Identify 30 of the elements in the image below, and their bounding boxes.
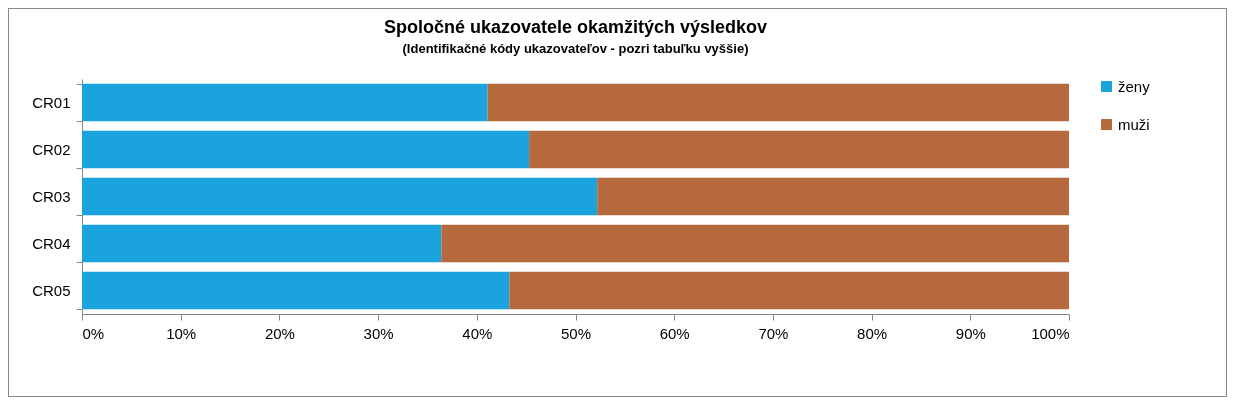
bar bbox=[82, 83, 488, 122]
bar bbox=[82, 130, 530, 169]
x-tick-label: 0% bbox=[82, 324, 105, 342]
y-tick-label: CR01 bbox=[32, 94, 71, 111]
bar bbox=[487, 83, 1069, 122]
x-tick-label: 20% bbox=[264, 324, 295, 342]
bar bbox=[82, 177, 598, 216]
legend-label: ženy bbox=[1118, 77, 1151, 95]
x-tick-label: 50% bbox=[560, 324, 592, 342]
x-tick-label: 70% bbox=[758, 324, 789, 342]
bar bbox=[509, 271, 1069, 310]
bar bbox=[529, 130, 1069, 169]
chart-subtitle: (Identifikačné kódy ukazovateľov - pozri tabuľku vyššie) bbox=[402, 41, 749, 56]
x-tick-label: 80% bbox=[857, 324, 888, 342]
x-tick-label: 40% bbox=[462, 324, 493, 342]
chart-title: Spoločné ukazovatele okamžitých výsledkov bbox=[383, 17, 768, 37]
y-tick-label: CR02 bbox=[32, 141, 71, 158]
legend-label: muži bbox=[1118, 115, 1150, 133]
y-tick-label: CR04 bbox=[32, 235, 71, 252]
bar bbox=[82, 271, 510, 310]
bar bbox=[441, 224, 1069, 263]
y-tick-label: CR05 bbox=[32, 282, 71, 299]
x-tick-label: 30% bbox=[363, 324, 394, 342]
x-tick-label: 100% bbox=[1031, 324, 1070, 342]
y-tick-label: CR03 bbox=[32, 188, 71, 205]
x-tick-label: 10% bbox=[166, 324, 197, 342]
x-tick-label: 90% bbox=[955, 324, 986, 342]
bar bbox=[597, 177, 1069, 216]
x-tick-label: 60% bbox=[659, 324, 690, 342]
bar bbox=[82, 224, 442, 263]
